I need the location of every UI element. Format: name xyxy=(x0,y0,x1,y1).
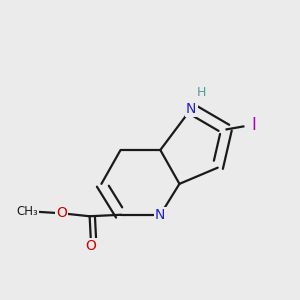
Text: N: N xyxy=(155,208,166,222)
Text: H: H xyxy=(197,86,206,99)
Text: O: O xyxy=(56,206,67,220)
Text: O: O xyxy=(86,239,97,253)
Text: I: I xyxy=(252,116,256,134)
Text: CH₃: CH₃ xyxy=(16,205,38,218)
Text: N: N xyxy=(186,102,196,116)
